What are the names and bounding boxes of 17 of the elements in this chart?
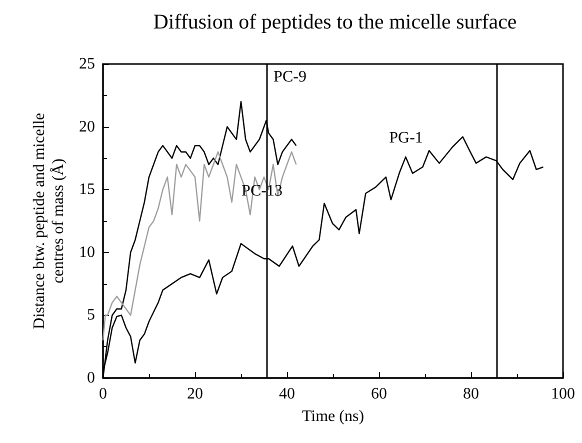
x-tick-label: 40 (279, 386, 295, 402)
x-tick-label: 0 (99, 386, 107, 402)
x-axis-title: Time (ns) (302, 408, 364, 425)
y-tick-label: 5 (87, 306, 95, 324)
x-tick-label: 60 (371, 386, 387, 402)
chart-title: Diffusion of peptides to the micelle surface (153, 10, 517, 34)
y-tick-label: 20 (79, 118, 95, 136)
y-tick-label: 0 (87, 370, 95, 386)
x-tick-label: 20 (187, 386, 203, 402)
y-tick-label: 15 (79, 181, 95, 198)
x-tick-label: 100 (551, 386, 575, 402)
series-label: PG-1 (389, 130, 423, 146)
x-tick-label: 80 (463, 386, 479, 402)
y-tick-label: 25 (79, 56, 95, 72)
y-tick-label: 10 (79, 244, 95, 261)
text: PC-9 (274, 68, 306, 86)
y-axis-title: Distance btw. peptide and micelle centres of mass (Å) (31, 112, 68, 330)
